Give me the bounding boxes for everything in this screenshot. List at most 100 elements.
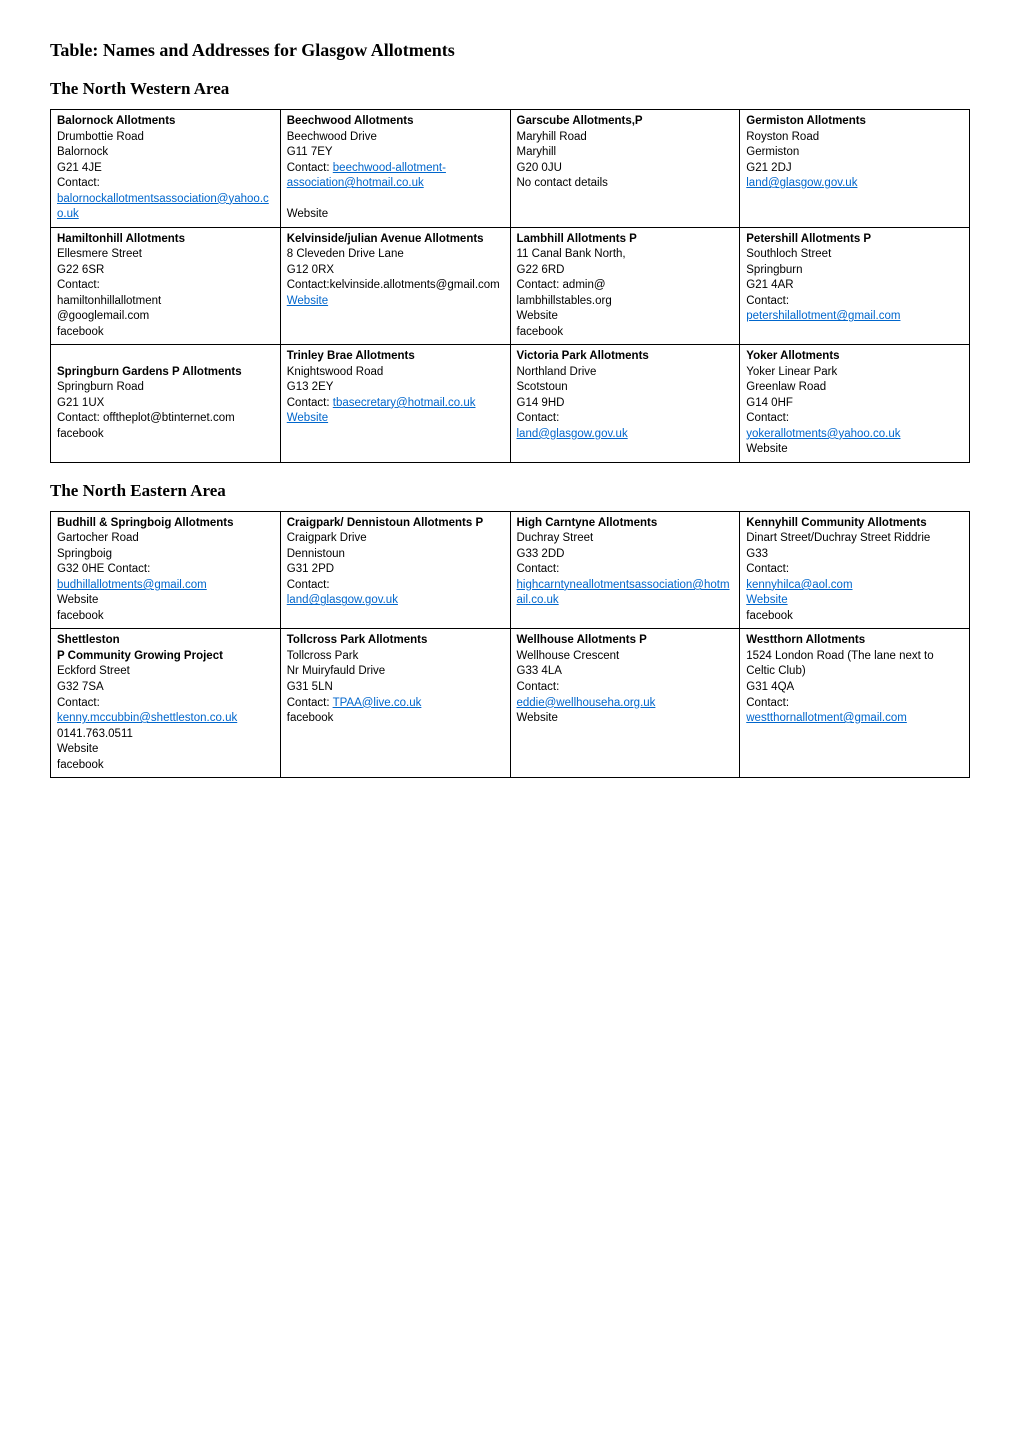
table-cell: Germiston AllotmentsRoyston RoadGermisto… [740, 110, 970, 228]
cell-link[interactable]: land@glasgow.gov.uk [746, 177, 857, 189]
cell-text: Nr Muiryfauld Drive [287, 665, 385, 677]
cell-text: G21 4JE [57, 162, 102, 174]
cell-text: Springburn [746, 264, 802, 276]
cell-text: Ellesmere Street [57, 248, 142, 260]
cell-text: Contact: [287, 697, 333, 709]
table-cell: Balornock AllotmentsDrumbottie RoadBalor… [51, 110, 281, 228]
cell-text: 8 Cleveden Drive Lane [287, 248, 404, 260]
table-row: ShettlestonP Community Growing ProjectEc… [51, 629, 970, 778]
cell-link[interactable]: eddie@wellhouseha.org.uk [517, 697, 656, 709]
cell-link[interactable]: kenny.mccubbin@shettleston.co.uk [57, 712, 237, 724]
cell-text: G22 6RD [517, 264, 565, 276]
table-cell: Petershill Allotments PSouthloch StreetS… [740, 227, 970, 345]
cell-text: G32 7SA [57, 681, 104, 693]
cell-text: Lambhill Allotments P [517, 233, 637, 245]
cell-link[interactable]: balornockallotmentsassociation@yahoo.co.… [57, 193, 269, 221]
cell-text: Contact:kelvinside.allotments@gmail.com [287, 279, 500, 291]
cell-text: Northland Drive [517, 366, 597, 378]
cell-text: Website [57, 743, 98, 755]
cell-link[interactable]: budhillallotments@gmail.com [57, 579, 207, 591]
cell-text: G21 1UX [57, 397, 104, 409]
table-cell: Craigpark/ Dennistoun Allotments PCraigp… [280, 511, 510, 629]
cell-link[interactable]: tbasecretary@hotmail.co.uk [333, 397, 476, 409]
table-cell: Trinley Brae AllotmentsKnightswood RoadG… [280, 345, 510, 463]
cell-text: G32 0HE Contact: [57, 563, 150, 575]
cell-link[interactable]: highcarntyneallotmentsassociation@hotmai… [517, 579, 730, 607]
cell-text: Contact: [287, 162, 333, 174]
allotments-table: Balornock AllotmentsDrumbottie RoadBalor… [50, 109, 970, 463]
table-cell: Garscube Allotments,P Maryhill Road Maryhi… [510, 110, 740, 228]
cell-text: Hamiltonhill Allotments [57, 233, 185, 245]
cell-text: Yoker Allotments [746, 350, 839, 362]
cell-link[interactable]: petershilallotment@gmail.com [746, 310, 900, 322]
cell-text: Springburn Gardens P Allotments [57, 366, 242, 378]
cell-text: G20 0JU [517, 162, 562, 174]
cell-text: Contact: [746, 697, 789, 709]
cell-text: High Carntyne Allotments [517, 517, 658, 529]
cell-text: G33 [746, 548, 768, 560]
cell-text: Tollcross Park [287, 650, 359, 662]
cell-text: Contact: [287, 579, 330, 591]
cell-text: Website [57, 594, 98, 606]
cell-text: Garscube Allotments,P [517, 115, 643, 127]
cell-text: Contact: [746, 563, 789, 575]
cell-text: Maryhill Road [517, 131, 587, 143]
cell-text: Royston Road [746, 131, 819, 143]
cell-text: Contact: [517, 412, 560, 424]
cell-text: Craigpark/ Dennistoun Allotments P [287, 517, 483, 529]
cell-text: Wellhouse Allotments P [517, 634, 647, 646]
cell-link[interactable]: land@glasgow.gov.uk [517, 428, 628, 440]
cell-text: 1524 London Road (The lane next to Celti… [746, 650, 933, 678]
cell-text: Westthorn Allotments [746, 634, 865, 646]
cell-text: Contact: [517, 563, 560, 575]
cell-text: Kelvinside/julian Avenue Allotments [287, 233, 484, 245]
cell-link[interactable]: Website [287, 412, 328, 424]
cell-link[interactable]: westthornallotment@gmail.com [746, 712, 907, 724]
cell-text: Contact: [57, 279, 100, 291]
cell-text: facebook [57, 759, 104, 771]
cell-text: Duchray Street [517, 532, 594, 544]
cell-text: Contact: [287, 397, 333, 409]
table-cell: Wellhouse Allotments PWellhouse Crescent… [510, 629, 740, 778]
cell-text: Gartocher Road [57, 532, 139, 544]
cell-text: Springboig [57, 548, 112, 560]
table-cell: High Carntyne Allotments Duchray Street G3… [510, 511, 740, 629]
cell-text: Contact: [57, 177, 100, 189]
cell-text: Budhill & Springboig Allotments [57, 517, 234, 529]
page-title: Table: Names and Addresses for Glasgow A… [50, 40, 970, 61]
cell-text: Maryhill [517, 146, 557, 158]
cell-text: hamiltonhillallotment [57, 295, 161, 307]
table-cell: Springburn Gardens P AllotmentsSpringbur… [51, 345, 281, 463]
cell-text: Contact: offtheplot@btinternet.com [57, 412, 235, 424]
cell-text: Beechwood Drive [287, 131, 377, 143]
cell-text: Dennistoun [287, 548, 345, 560]
allotments-table: Budhill & Springboig Allotments Gartocher… [50, 511, 970, 778]
cell-text: G11 7EY [287, 146, 333, 158]
cell-link[interactable]: yokerallotments@yahoo.co.uk [746, 428, 900, 440]
cell-text: Balornock [57, 146, 108, 158]
cell-link[interactable]: Website [287, 295, 328, 307]
cell-link[interactable]: Website [746, 594, 787, 606]
table-row: Budhill & Springboig Allotments Gartocher… [51, 511, 970, 629]
cell-link[interactable]: kennyhilca@aol.com [746, 579, 852, 591]
cell-text: Shettleston [57, 634, 120, 646]
cell-text: lambhillstables.org [517, 295, 612, 307]
cell-text: facebook [57, 610, 104, 622]
cell-text: G14 0HF [746, 397, 793, 409]
cell-text: Contact: [746, 295, 789, 307]
table-cell: Lambhill Allotments P11 Canal Bank North… [510, 227, 740, 345]
table-cell: Westthorn Allotments 1524 London Road (Th… [740, 629, 970, 778]
cell-text: Beechwood Allotments [287, 115, 414, 127]
cell-link[interactable]: land@glasgow.gov.uk [287, 594, 398, 606]
cell-text: facebook [517, 326, 564, 338]
cell-text: Yoker Linear Park [746, 366, 837, 378]
cell-text: Website [746, 443, 787, 455]
cell-text: Scotstoun [517, 381, 568, 393]
cell-text: Germiston [746, 146, 799, 158]
cell-text: Website [287, 208, 328, 220]
table-row: Hamiltonhill Allotments Ellesmere Street G… [51, 227, 970, 345]
table-cell: Tollcross Park AllotmentsTollcross ParkN… [280, 629, 510, 778]
cell-text: Southloch Street [746, 248, 831, 260]
cell-link[interactable]: TPAA@live.co.uk [333, 697, 422, 709]
cell-text: G33 2DD [517, 548, 565, 560]
